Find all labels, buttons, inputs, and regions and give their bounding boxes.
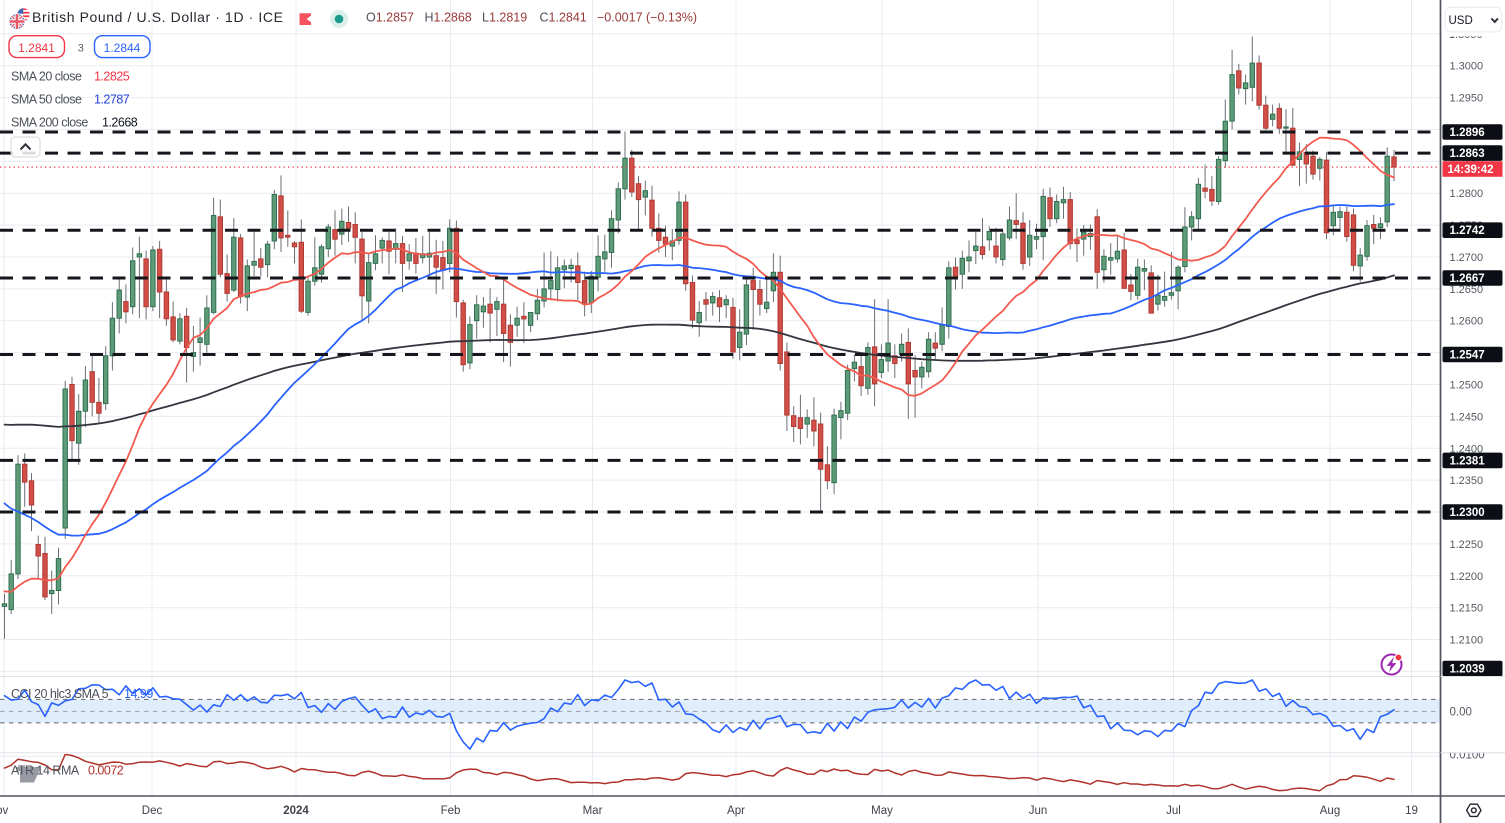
svg-text:14.99: 14.99 [124,687,153,701]
svg-text:USD: USD [1449,15,1473,27]
svg-text:1.3050: 1.3050 [1449,29,1483,41]
svg-text:1.2825: 1.2825 [94,69,130,83]
svg-text:1.2350: 1.2350 [1450,475,1484,487]
svg-text:1.2700: 1.2700 [1450,252,1484,264]
svg-text:0.0072: 0.0072 [88,764,124,778]
svg-text:British Pound / U.S. Dollar ·: British Pound / U.S. Dollar · 1D · ICE [32,9,284,25]
svg-text:C1.2841: C1.2841 [540,10,587,24]
svg-text:1.2667: 1.2667 [1450,273,1485,285]
svg-text:1.2600: 1.2600 [1450,316,1484,328]
svg-text:Nov: Nov [0,805,8,817]
svg-text:Dec: Dec [142,805,163,817]
svg-text:Apr: Apr [727,805,745,817]
svg-text:−0.0017 (−0.13%): −0.0017 (−0.13%) [597,10,697,24]
svg-text:1.2800: 1.2800 [1450,188,1484,200]
svg-text:H1.2868: H1.2868 [425,10,472,24]
svg-text:1.3000: 1.3000 [1450,61,1484,73]
svg-text:1.2896: 1.2896 [1450,127,1485,139]
svg-text:1.2300: 1.2300 [1450,507,1485,519]
svg-text:1.2250: 1.2250 [1450,539,1484,551]
svg-text:Aug: Aug [1320,805,1340,817]
svg-text:1.2863: 1.2863 [1450,148,1485,160]
svg-text:May: May [871,805,893,817]
svg-text:1.2547: 1.2547 [1450,350,1485,362]
svg-text:1.2950: 1.2950 [1450,93,1484,105]
svg-text:1.2100: 1.2100 [1450,635,1484,647]
svg-text:19: 19 [1405,805,1418,817]
svg-text:O1.2857: O1.2857 [366,10,414,24]
svg-text:3: 3 [78,43,84,55]
svg-text:Feb: Feb [441,805,461,817]
svg-text:1.2400: 1.2400 [1450,443,1484,455]
svg-text:0.00: 0.00 [1450,706,1472,718]
svg-text:2024: 2024 [283,805,309,817]
svg-text:1.2787: 1.2787 [94,93,130,107]
svg-text:1.2150: 1.2150 [1450,603,1484,615]
svg-text:1.2200: 1.2200 [1450,571,1484,583]
svg-text:1.2039: 1.2039 [1450,664,1485,676]
svg-text:ATR 14 RMA: ATR 14 RMA [11,764,80,778]
svg-text:SMA 200 close: SMA 200 close [11,116,88,130]
svg-text:1.2841: 1.2841 [18,41,55,55]
svg-text:SMA 50 close: SMA 50 close [11,93,82,107]
svg-text:1.2450: 1.2450 [1450,411,1484,423]
svg-text:CCI 20 hlc3 SMA 5: CCI 20 hlc3 SMA 5 [11,687,109,701]
svg-text:SMA 20 close: SMA 20 close [11,69,82,83]
svg-text:Jul: Jul [1166,805,1181,817]
svg-text:1.2668: 1.2668 [102,116,138,130]
svg-text:14:39:42: 14:39:42 [1448,164,1494,176]
svg-text:1.2742: 1.2742 [1450,225,1485,237]
svg-text:Mar: Mar [583,805,603,817]
svg-text:1.2844: 1.2844 [104,41,141,55]
svg-text:1.2500: 1.2500 [1450,380,1484,392]
svg-text:Jun: Jun [1029,805,1048,817]
svg-text:L1.2819: L1.2819 [482,10,527,24]
svg-text:1.2381: 1.2381 [1450,455,1486,467]
svg-text:1.2650: 1.2650 [1450,284,1484,296]
